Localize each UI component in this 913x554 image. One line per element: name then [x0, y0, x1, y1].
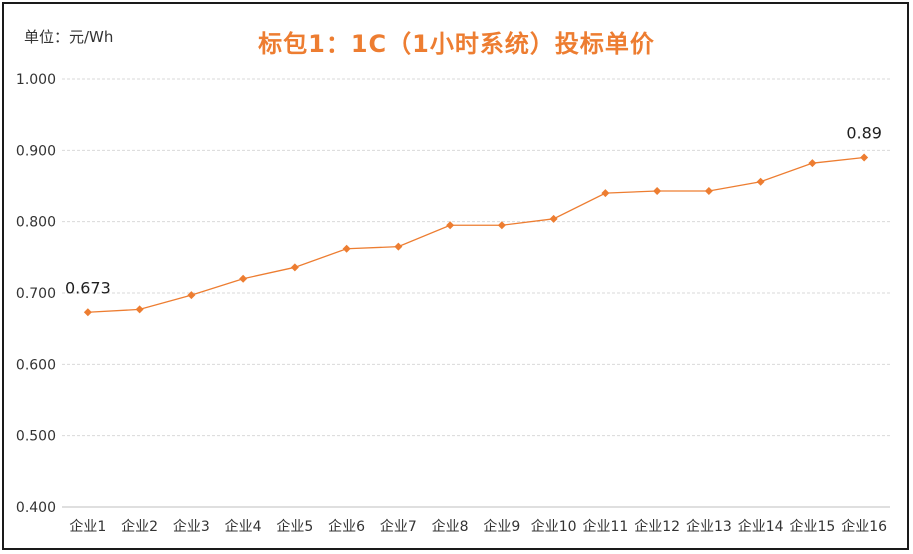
x-tick-label: 企业16: [841, 518, 887, 535]
data-point: [446, 221, 455, 230]
x-tick-label: 企业4: [225, 518, 262, 535]
x-tick-label: 企业7: [380, 518, 417, 535]
y-tick-label: 1.000: [16, 72, 56, 88]
x-tick-label: 企业2: [121, 518, 158, 535]
series-line: [87, 156, 865, 313]
data-label: 0.673: [65, 278, 111, 297]
y-tick-label: 0.900: [16, 143, 56, 159]
data-point: [394, 242, 403, 251]
x-tick-label: 企业8: [432, 518, 469, 535]
data-point: [808, 159, 817, 168]
x-tick-label: 企业9: [483, 518, 520, 535]
x-tick-label: 企业14: [738, 518, 784, 535]
x-tick-label: 企业6: [328, 518, 365, 535]
data-point: [187, 291, 196, 300]
x-tick-label: 企业11: [582, 518, 628, 535]
y-tick-label: 0.500: [16, 429, 56, 445]
data-point: [342, 244, 351, 253]
data-point: [497, 221, 506, 230]
data-point: [135, 305, 144, 314]
chart-title: 标包1：1C（1小时系统）投标单价: [258, 30, 655, 58]
data-point: [290, 263, 299, 272]
data-label: 0.89: [846, 123, 882, 142]
x-tick-label: 企业5: [276, 518, 313, 535]
x-tick-label: 企业13: [686, 518, 732, 535]
data-point: [704, 186, 713, 195]
data-point: [653, 186, 662, 195]
x-tick-label: 企业15: [789, 518, 835, 535]
x-tick-label: 企业12: [634, 518, 680, 535]
x-tick-label: 企业10: [531, 518, 577, 535]
y-tick-label: 0.700: [16, 286, 56, 302]
data-point: [601, 189, 610, 198]
x-tick-label: 企业1: [69, 518, 106, 535]
y-tick-label: 0.600: [16, 357, 56, 373]
unit-label: 单位：元/Wh: [24, 28, 114, 46]
x-tick-label: 企业3: [173, 518, 210, 535]
data-point: [756, 177, 765, 186]
data-point: [83, 308, 92, 317]
y-tick-label: 0.400: [16, 500, 56, 516]
data-point: [549, 214, 558, 223]
data-point: [239, 274, 248, 283]
data-point: [860, 153, 869, 162]
y-tick-label: 0.800: [16, 215, 56, 231]
